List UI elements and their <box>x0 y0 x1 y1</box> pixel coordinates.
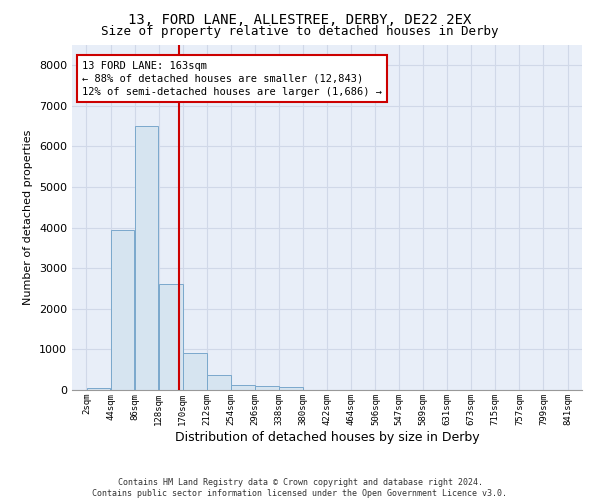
Bar <box>280 387 303 390</box>
Bar <box>231 384 255 390</box>
Text: Size of property relative to detached houses in Derby: Size of property relative to detached ho… <box>101 25 499 38</box>
Bar <box>111 230 134 390</box>
X-axis label: Distribution of detached houses by size in Derby: Distribution of detached houses by size … <box>175 430 479 444</box>
Bar <box>207 374 231 390</box>
Bar <box>135 126 158 390</box>
Y-axis label: Number of detached properties: Number of detached properties <box>23 130 34 305</box>
Text: 13 FORD LANE: 163sqm
← 88% of detached houses are smaller (12,843)
12% of semi-d: 13 FORD LANE: 163sqm ← 88% of detached h… <box>82 60 382 97</box>
Bar <box>86 388 110 390</box>
Bar <box>159 284 182 390</box>
Bar <box>183 354 206 390</box>
Bar <box>255 386 279 390</box>
Text: 13, FORD LANE, ALLESTREE, DERBY, DE22 2EX: 13, FORD LANE, ALLESTREE, DERBY, DE22 2E… <box>128 12 472 26</box>
Text: Contains HM Land Registry data © Crown copyright and database right 2024.
Contai: Contains HM Land Registry data © Crown c… <box>92 478 508 498</box>
